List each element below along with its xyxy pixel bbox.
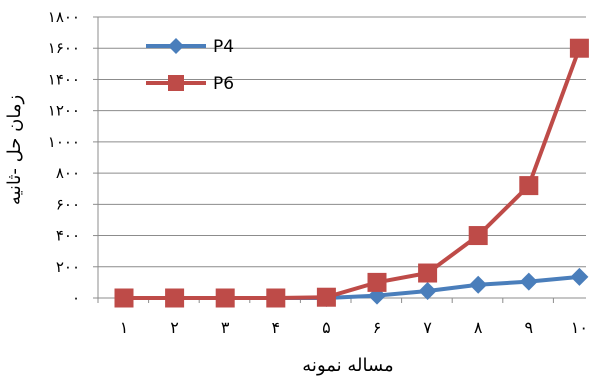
y-tick-labels: ۰ ۲۰۰ ۴۰۰ ۶۰۰ ۸۰۰ ۱۰۰۰ ۱۲۰۰ ۱۴۰۰ ۱۶۰۰ ۱۸۰۰ — [48, 8, 80, 307]
data-point-p6 — [367, 272, 387, 292]
grid-lines — [98, 16, 586, 268]
x-tick-labels: ۱ ۲ ۳ ۴ ۵ ۶ ۷ ۸ ۹ ۱۰ — [120, 318, 588, 337]
y-tick-label: ۴۰۰ — [56, 227, 80, 245]
data-point-p6 — [114, 288, 134, 308]
x-tick-label: ۳ — [221, 318, 230, 337]
x-tick-label: ۴ — [272, 318, 281, 337]
x-tick-label: ۶ — [373, 318, 382, 337]
x-tick-label: ۵ — [322, 318, 331, 337]
x-tick-label: ۹ — [525, 318, 534, 337]
x-axis-label: مساله نمونه — [302, 355, 393, 376]
x-tick-label: ۱۰ — [571, 318, 588, 337]
axes — [93, 16, 586, 303]
y-tick-label: ۲۰۰ — [56, 258, 80, 276]
legend-label: P6 — [213, 74, 234, 94]
x-tick-label: ۱ — [120, 318, 129, 337]
data-point-p6 — [215, 288, 235, 308]
series-group — [114, 38, 589, 308]
legend: P4 P6 — [146, 37, 234, 94]
data-point-p4 — [418, 281, 437, 300]
legend-marker-square — [168, 75, 184, 91]
y-tick-label: ۶۰۰ — [56, 195, 80, 213]
series-line-p6 — [124, 47, 582, 300]
y-tick-label: ۰ — [72, 289, 80, 307]
x-tick-label: ۲ — [170, 318, 179, 337]
y-tick-label: ۱۴۰۰ — [48, 70, 80, 88]
data-point-p6 — [266, 288, 286, 308]
x-tick-label: ۸ — [474, 318, 483, 337]
data-point-p4 — [519, 272, 538, 291]
data-point-p6 — [569, 38, 589, 58]
y-tick-label: ۱۸۰۰ — [48, 8, 80, 26]
data-point-p6 — [316, 287, 336, 307]
data-point-p6 — [165, 288, 185, 308]
y-tick-label: ۸۰۰ — [56, 164, 80, 182]
data-point-p6 — [418, 263, 438, 283]
y-axis-label: زمان حل -ثانیه — [4, 95, 25, 205]
legend-label: P4 — [213, 37, 234, 57]
legend-marker-diamond — [168, 38, 184, 54]
data-point-p4 — [469, 275, 488, 294]
data-point-p4 — [570, 267, 589, 286]
y-tick-label: ۱۶۰۰ — [48, 39, 80, 57]
series-line-p4 — [124, 274, 580, 300]
data-point-p6 — [468, 226, 488, 246]
data-point-p6 — [519, 176, 539, 196]
y-tick-label: ۱۰۰۰ — [48, 133, 80, 151]
x-tick-label: ۷ — [423, 318, 432, 337]
y-tick-label: ۱۲۰۰ — [48, 102, 80, 120]
